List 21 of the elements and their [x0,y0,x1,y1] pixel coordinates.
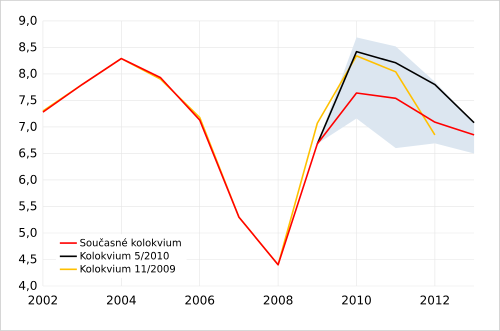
x-tick-label: 2010 [342,296,371,305]
y-tick-label: 4,5 [18,254,36,265]
y-tick-label: 8,5 [19,42,36,53]
y-tick-label: 5,0 [19,228,37,238]
y-tick-label: 5,5 [19,201,36,212]
y-tick-label: 9,0 [19,16,37,26]
y-tick-label: 7,0 [19,122,37,132]
legend-label: Současné kolokvium [80,238,181,246]
line-series [316,50,475,145]
x-tick-label: 2004 [106,296,136,305]
y-tick-label: 6,0 [19,174,37,186]
legend-label: Kolokvium 11/2009 [80,264,175,274]
x-tick-label: 2002 [28,296,57,305]
x-tick-label: 2012 [420,296,449,305]
x-tick-label: 2006 [185,296,214,305]
y-tick-label: 4,0 [18,280,37,292]
y-tick-label: 6,5 [19,148,36,159]
x-tick-label: 2008 [264,296,292,305]
y-tick-label: 7,5 [19,95,36,106]
y-tick-label: 8,0 [19,68,37,80]
legend-label: Kolokvium 5/2010 [80,252,169,260]
